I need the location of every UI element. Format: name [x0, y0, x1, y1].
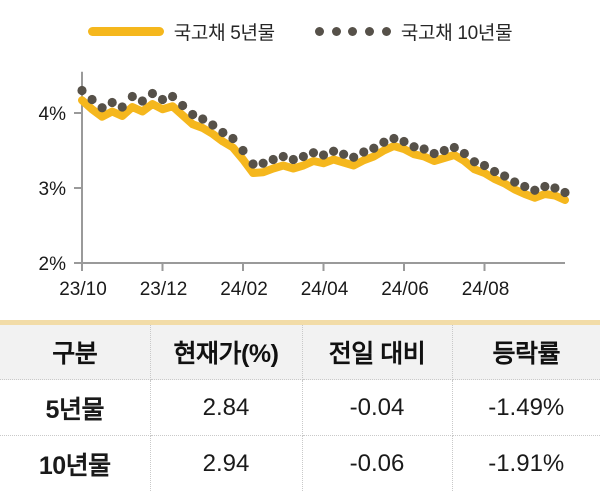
- data-point: [339, 149, 349, 159]
- x-tick-label: 24/08: [462, 279, 510, 300]
- data-point: [530, 185, 540, 195]
- chart-series: [77, 85, 570, 204]
- row-label-10y: 10년물: [0, 435, 151, 491]
- x-tick-label: 23/12: [140, 279, 188, 300]
- data-point: [288, 154, 298, 165]
- table-header-category: 구분: [0, 322, 151, 380]
- data-point: [439, 145, 449, 156]
- data-point: [198, 114, 208, 124]
- data-point: [208, 120, 218, 130]
- data-point: [459, 148, 469, 159]
- data-point: [167, 91, 178, 102]
- data-point: [510, 177, 520, 187]
- table-header-rate: 등락률: [452, 322, 600, 380]
- data-point: [218, 127, 228, 138]
- data-point: [298, 151, 308, 162]
- data-point: [77, 85, 87, 96]
- quote-table-wrap: 구분 현재가(%) 전일 대비 등락률 5년물 2.84 -0.04 -1.49…: [0, 320, 600, 504]
- x-tick-label: 24/02: [220, 279, 268, 300]
- series-10y-dots: [77, 85, 570, 198]
- row-label-5y: 5년물: [0, 379, 151, 436]
- data-point: [389, 133, 399, 144]
- data-point: [379, 137, 389, 147]
- data-point: [469, 157, 480, 167]
- y-tick-label: 3%: [39, 179, 67, 200]
- data-point: [117, 102, 127, 112]
- data-point: [399, 136, 409, 147]
- table-row: 10년물 2.94 -0.06 -1.91%: [0, 435, 600, 491]
- data-point: [540, 181, 550, 192]
- row-rate-10y: -1.91%: [452, 435, 600, 491]
- data-point: [560, 187, 570, 198]
- data-point: [238, 145, 248, 156]
- yield-chart-svg: 2% 3% 4% 23/10 23/12 24/02 24/04 24/06 24/08: [39, 71, 570, 300]
- x-tick-label: 24/04: [301, 279, 349, 300]
- solid-line-icon: [87, 26, 164, 36]
- data-point: [349, 152, 359, 162]
- table-row: 5년물 2.84 -0.04 -1.49%: [0, 379, 600, 436]
- row-rate-5y: -1.49%: [452, 379, 600, 436]
- x-tick-label: 23/10: [59, 279, 107, 300]
- data-point: [188, 109, 198, 120]
- data-point: [318, 150, 329, 160]
- data-point: [107, 97, 117, 108]
- legend-label-10y: 국고채 10년물: [400, 22, 513, 44]
- data-point: [147, 88, 158, 99]
- data-point: [258, 158, 268, 168]
- x-tick-label: 24/06: [381, 279, 429, 300]
- legend-item-5y: 국고채 5년물: [87, 18, 275, 45]
- row-change-5y: -0.04: [302, 379, 453, 436]
- x-axis: 23/10 23/12 24/02 24/04 24/06 24/08: [59, 262, 565, 300]
- chart-legend: 국고채 5년물 국고채 10년물: [0, 0, 600, 58]
- data-point: [479, 160, 490, 171]
- data-point: [328, 146, 339, 156]
- table-header-price: 현재가(%): [150, 322, 303, 380]
- y-tick-label: 4%: [39, 104, 67, 125]
- data-point: [419, 144, 429, 154]
- data-point: [268, 154, 278, 165]
- table-header-change: 전일 대비: [302, 322, 453, 380]
- table-header-row: 구분 현재가(%) 전일 대비 등락률: [0, 322, 600, 380]
- data-point: [489, 166, 500, 177]
- data-point: [409, 142, 419, 152]
- row-price-10y: 2.94: [150, 435, 303, 491]
- yield-chart: 2% 3% 4% 23/10 23/12 24/02 24/04 24/06 24/08: [0, 58, 600, 320]
- data-point: [369, 143, 379, 153]
- legend-item-10y: 국고채 10년물: [314, 18, 513, 45]
- quote-table: 구분 현재가(%) 전일 대비 등락률 5년물 2.84 -0.04 -1.49…: [0, 320, 600, 491]
- data-point: [550, 183, 560, 193]
- data-point: [87, 94, 97, 105]
- data-point: [500, 171, 510, 181]
- data-point: [137, 96, 147, 106]
- data-point: [308, 148, 319, 158]
- data-point: [429, 148, 439, 159]
- data-point: [278, 151, 288, 162]
- y-tick-label: 2%: [39, 254, 67, 275]
- dotted-line-icon: [314, 26, 391, 36]
- y-axis: 2% 3% 4%: [39, 71, 83, 275]
- data-point: [449, 142, 459, 153]
- series-5y-line: [78, 96, 569, 204]
- data-point: [157, 94, 168, 105]
- data-point: [127, 91, 137, 102]
- data-point: [178, 100, 188, 111]
- data-point: [359, 147, 369, 157]
- legend-label-5y: 국고채 5년물: [173, 22, 275, 44]
- row-change-10y: -0.06: [302, 435, 453, 491]
- data-point: [248, 159, 258, 169]
- data-point: [520, 181, 530, 192]
- data-point: [97, 103, 107, 113]
- data-point: [228, 133, 238, 144]
- row-price-5y: 2.84: [150, 379, 303, 436]
